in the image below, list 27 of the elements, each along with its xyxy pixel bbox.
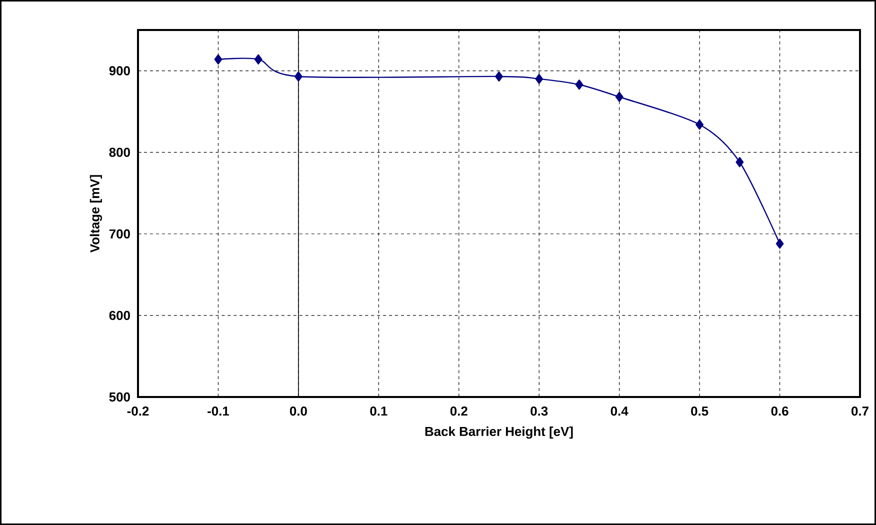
x-tick-label: 0.2: [450, 406, 468, 416]
x-tick-label: 0.3: [530, 406, 548, 416]
y-tick-label: 800: [109, 148, 130, 157]
x-tick-label: -0.1: [208, 406, 230, 416]
x-tick-label: 0.4: [610, 406, 628, 416]
point: [495, 71, 503, 82]
y-tick-label: 700: [109, 229, 130, 238]
x-axis-title: Back Barrier Height [eV]: [425, 426, 573, 439]
y-tick-label: 500: [109, 392, 130, 402]
x-tick-label: 0.6: [771, 406, 788, 416]
point: [575, 80, 584, 90]
point: [615, 92, 624, 102]
y-axis-title: Voltage [mV]: [90, 175, 102, 252]
x-tick-label: 0.7: [852, 406, 868, 416]
point: [254, 54, 262, 64]
x-tick-label: 0.1: [370, 406, 388, 416]
point: [294, 71, 302, 82]
point: [696, 120, 704, 130]
point: [736, 157, 744, 168]
point: [214, 54, 222, 64]
point: [535, 74, 544, 84]
x-tick-label: 0.0: [290, 406, 307, 416]
y-tick-label: 900: [109, 66, 130, 76]
y-tick-label: 600: [109, 310, 130, 320]
x-tick-label: -0.2: [127, 406, 149, 416]
x-tick-label: 0.5: [691, 406, 708, 416]
point: [776, 238, 784, 249]
